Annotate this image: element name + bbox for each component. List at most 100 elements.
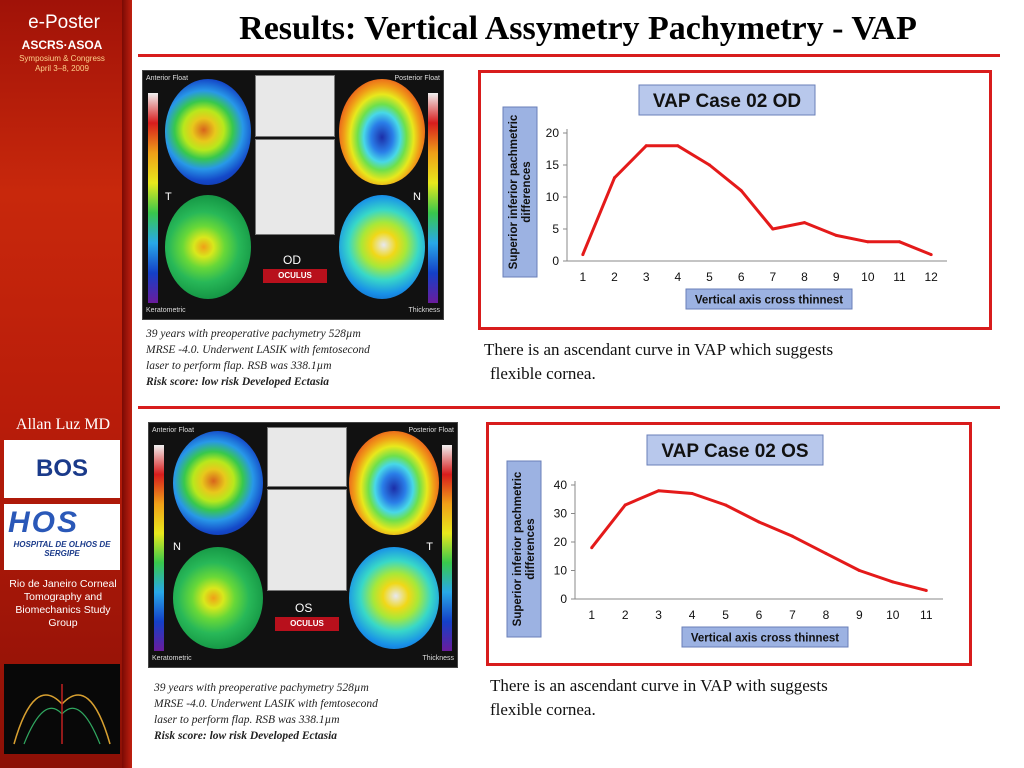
chart-title-box bbox=[646, 434, 824, 466]
data-point bbox=[708, 163, 711, 167]
x-tick-label: 10 bbox=[861, 270, 875, 284]
x-tick-label: 7 bbox=[769, 270, 776, 284]
caption-od-line1: 39 years with preoperative pachymetry 52… bbox=[146, 328, 361, 340]
sidebar: e-Poster ASCRS·ASOA Symposium & Congress… bbox=[0, 0, 132, 768]
data-panel-middle bbox=[255, 139, 335, 235]
label-keratometric: Keratometric bbox=[146, 307, 186, 314]
data-point bbox=[857, 569, 861, 572]
data-point bbox=[581, 253, 585, 257]
study-group: Rio de Janeiro Corneal Tomography and Bi… bbox=[9, 578, 117, 629]
series-line bbox=[590, 489, 927, 592]
label-thickness: Thickness bbox=[422, 655, 454, 662]
thickness-map bbox=[349, 547, 439, 649]
data-panel-middle bbox=[267, 489, 347, 591]
y-tick-label: 30 bbox=[554, 507, 568, 521]
x-tick-label: 3 bbox=[655, 608, 662, 622]
chart-xlabel: Vertical axis cross thinnest bbox=[695, 295, 843, 307]
eye-label: OD bbox=[283, 253, 301, 267]
keratometric-map bbox=[165, 195, 251, 299]
xlabel-box bbox=[685, 288, 853, 310]
data-point bbox=[739, 189, 743, 193]
caption-od-line3: laser to perform flap. RSB was 338.1µm bbox=[146, 360, 332, 372]
data-point bbox=[590, 546, 594, 550]
y-tick-label: 15 bbox=[546, 158, 560, 172]
ascrs-symposium: Symposium & Congress bbox=[19, 54, 105, 63]
comment-os-line2: flexible cornea. bbox=[490, 700, 596, 719]
x-tick-label: 5 bbox=[706, 270, 713, 284]
data-point bbox=[657, 489, 661, 493]
caption-od: 39 years with preoperative pachymetry 52… bbox=[146, 326, 370, 390]
label-thickness: Thickness bbox=[408, 307, 440, 314]
chart-title-box bbox=[638, 84, 816, 116]
x-tick-label: 4 bbox=[689, 608, 696, 622]
y-tick-label: 10 bbox=[546, 190, 560, 204]
label-posterior-float: Posterior Float bbox=[408, 427, 454, 434]
color-scale-left bbox=[154, 445, 164, 651]
x-tick-label: 9 bbox=[833, 270, 840, 284]
vap-chart-os: VAP Case 02 OS Superior inferior pachmetr… bbox=[506, 434, 943, 648]
oculus-logo: OCULUS bbox=[275, 617, 339, 631]
anterior-float-map bbox=[165, 79, 251, 185]
ylabel-box bbox=[502, 106, 538, 278]
x-tick-label: 6 bbox=[756, 608, 763, 622]
y-tick-label: 20 bbox=[546, 126, 560, 140]
posterior-float-map bbox=[349, 431, 439, 535]
temporal-letter: T bbox=[165, 191, 172, 203]
caption-os-line2: MRSE -4.0. Underwent LASIK with femtosec… bbox=[154, 698, 378, 710]
y-tick-label: 10 bbox=[554, 564, 568, 578]
x-tick-label: 9 bbox=[856, 608, 863, 622]
data-point bbox=[803, 221, 806, 225]
label-posterior-float: Posterior Float bbox=[394, 75, 440, 82]
x-tick-label: 10 bbox=[886, 608, 900, 622]
chart-frame-od: VAP Case 02 OD Superior inferior pachmetr… bbox=[478, 70, 992, 330]
caption-od-line2: MRSE -4.0. Underwent LASIK with femtosec… bbox=[146, 344, 370, 356]
title-divider bbox=[138, 54, 1000, 57]
nasal-letter: N bbox=[173, 541, 181, 553]
ascrs-dates: April 3–8, 2009 bbox=[35, 64, 89, 73]
x-tick-label: 11 bbox=[920, 608, 933, 622]
comment-od-line1: There is an ascendant curve in VAP which… bbox=[484, 340, 834, 359]
label-anterior-float: Anterior Float bbox=[146, 75, 189, 82]
x-tick-label: 2 bbox=[622, 608, 629, 622]
posterior-float-map bbox=[339, 79, 425, 185]
comment-od: There is an ascendant curve in VAP which… bbox=[484, 338, 833, 386]
y-tick-label: 0 bbox=[552, 254, 559, 268]
chart-title: VAP Case 02 OS bbox=[661, 441, 808, 462]
bos-logo: BOS bbox=[4, 440, 120, 498]
data-point bbox=[690, 492, 694, 496]
data-point bbox=[771, 227, 775, 231]
x-tick-label: 1 bbox=[588, 608, 595, 622]
y-tick-label: 5 bbox=[552, 222, 559, 236]
x-tick-label: 2 bbox=[611, 270, 618, 284]
caption-od-risk: Risk score: low risk Developed Ectasia bbox=[146, 376, 330, 388]
study-group-logo bbox=[4, 664, 120, 754]
oculus-logo: OCULUS bbox=[263, 269, 327, 283]
data-point bbox=[924, 588, 928, 592]
study-group-logo-graphic bbox=[13, 684, 111, 745]
x-tick-label: 1 bbox=[579, 270, 586, 284]
y-tick-label: 40 bbox=[554, 478, 568, 492]
data-point bbox=[891, 580, 895, 584]
topography-os: Anterior Float Posterior Float N T OS OC… bbox=[148, 422, 458, 668]
x-tick-label: 5 bbox=[722, 608, 729, 622]
data-point bbox=[834, 233, 838, 237]
data-point bbox=[824, 551, 828, 555]
caption-os-line3: laser to perform flap. RSB was 338.1µm bbox=[154, 714, 340, 726]
data-point bbox=[757, 520, 761, 524]
chart-frame-os: VAP Case 02 OS Superior inferior pachmetr… bbox=[486, 422, 972, 666]
x-tick-label: 8 bbox=[801, 270, 808, 284]
y-tick-label: 20 bbox=[554, 535, 568, 549]
comment-od-line2: flexible cornea. bbox=[490, 364, 596, 383]
color-scale-right bbox=[442, 445, 452, 651]
color-scale-left bbox=[148, 93, 158, 303]
data-point bbox=[644, 144, 648, 148]
vap-chart-od: VAP Case 02 OD Superior inferior pachmetr… bbox=[502, 84, 947, 310]
chart-title: VAP Case 02 OD bbox=[653, 91, 801, 112]
ylabel-box bbox=[506, 460, 542, 638]
data-point bbox=[790, 534, 794, 538]
chart-ylabel: Superior inferior pachmetricdifferences bbox=[508, 114, 533, 269]
data-point bbox=[724, 503, 728, 507]
x-tick-label: 6 bbox=[738, 270, 745, 284]
bos-logo-text: BOS bbox=[35, 455, 88, 482]
caption-os-risk: Risk score: low risk Developed Ectasia bbox=[154, 730, 338, 742]
